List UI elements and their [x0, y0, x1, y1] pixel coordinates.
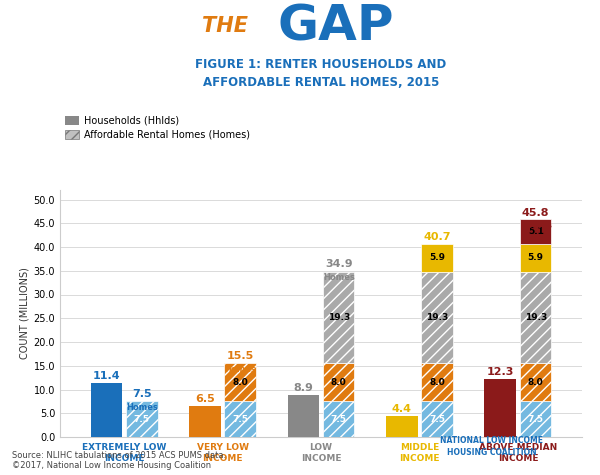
Text: 4.4: 4.4	[392, 404, 412, 414]
Bar	[484, 379, 516, 437]
Text: 7.5: 7.5	[429, 415, 445, 424]
Bar	[421, 401, 453, 437]
Text: THE: THE	[202, 16, 248, 36]
Bar	[323, 401, 355, 437]
Bar	[323, 272, 355, 363]
Bar	[386, 416, 418, 437]
Text: 8.0: 8.0	[232, 378, 248, 387]
Text: Homes: Homes	[520, 221, 551, 230]
Text: 7.5: 7.5	[528, 415, 544, 424]
Text: 8.0: 8.0	[331, 378, 347, 387]
Bar	[421, 244, 453, 272]
Text: 7.5: 7.5	[132, 390, 152, 399]
Bar	[421, 363, 453, 401]
Bar	[126, 401, 158, 437]
Text: 7.5: 7.5	[134, 415, 150, 424]
Bar	[520, 363, 551, 401]
Text: Hhlds: Hhlds	[487, 386, 514, 395]
Text: 12.3: 12.3	[487, 367, 514, 377]
Bar	[224, 401, 256, 437]
Text: Hhlds: Hhlds	[93, 390, 119, 399]
Y-axis label: COUNT (MILLIONS): COUNT (MILLIONS)	[19, 267, 29, 360]
Text: 34.9: 34.9	[325, 259, 353, 269]
Text: Homes: Homes	[323, 273, 355, 282]
Text: 5.9: 5.9	[429, 253, 445, 262]
Text: 6.5: 6.5	[195, 394, 215, 404]
Bar	[323, 363, 355, 401]
Bar	[91, 383, 122, 437]
Text: 45.8: 45.8	[522, 208, 550, 218]
Text: 7.5: 7.5	[232, 415, 248, 424]
Text: 19.3: 19.3	[426, 313, 448, 322]
Bar	[520, 401, 551, 437]
Text: Source: NLIHC tabulations of 2015 ACS PUMS data.
©2017, National Low Income Hous: Source: NLIHC tabulations of 2015 ACS PU…	[12, 451, 226, 470]
Text: 8.9: 8.9	[293, 383, 313, 393]
Text: 11.4: 11.4	[92, 371, 120, 381]
Bar	[421, 272, 453, 363]
Text: 8.0: 8.0	[430, 378, 445, 387]
Text: Hhlds: Hhlds	[191, 414, 218, 423]
Text: Homes: Homes	[126, 403, 158, 412]
Bar	[520, 272, 551, 363]
Text: 40.7: 40.7	[424, 232, 451, 242]
Text: FIGURE 1: RENTER HOUSEHOLDS AND
AFFORDABLE RENTAL HOMES, 2015: FIGURE 1: RENTER HOUSEHOLDS AND AFFORDAB…	[196, 58, 446, 89]
Bar	[287, 395, 319, 437]
Text: 19.3: 19.3	[328, 313, 350, 322]
Text: 19.3: 19.3	[524, 313, 547, 322]
Text: 8.0: 8.0	[528, 378, 544, 387]
Bar	[224, 363, 256, 401]
Legend: Households (Hhlds), Affordable Rental Homes (Homes): Households (Hhlds), Affordable Rental Ho…	[65, 116, 250, 140]
Text: 7.5: 7.5	[331, 415, 347, 424]
Text: Homes: Homes	[224, 365, 256, 374]
Text: Hhlds: Hhlds	[388, 424, 415, 433]
Text: 5.1: 5.1	[528, 227, 544, 236]
Text: Hhlds: Hhlds	[290, 402, 317, 411]
Text: NATIONAL LOW INCOME
HOUSING COALITION: NATIONAL LOW INCOME HOUSING COALITION	[440, 436, 544, 457]
Bar	[520, 244, 551, 272]
Bar	[520, 219, 551, 244]
Bar	[189, 406, 221, 437]
Text: GAP: GAP	[278, 2, 394, 50]
Text: Homes: Homes	[421, 245, 453, 254]
Text: 15.5: 15.5	[227, 352, 254, 361]
Text: 5.9: 5.9	[528, 253, 544, 262]
